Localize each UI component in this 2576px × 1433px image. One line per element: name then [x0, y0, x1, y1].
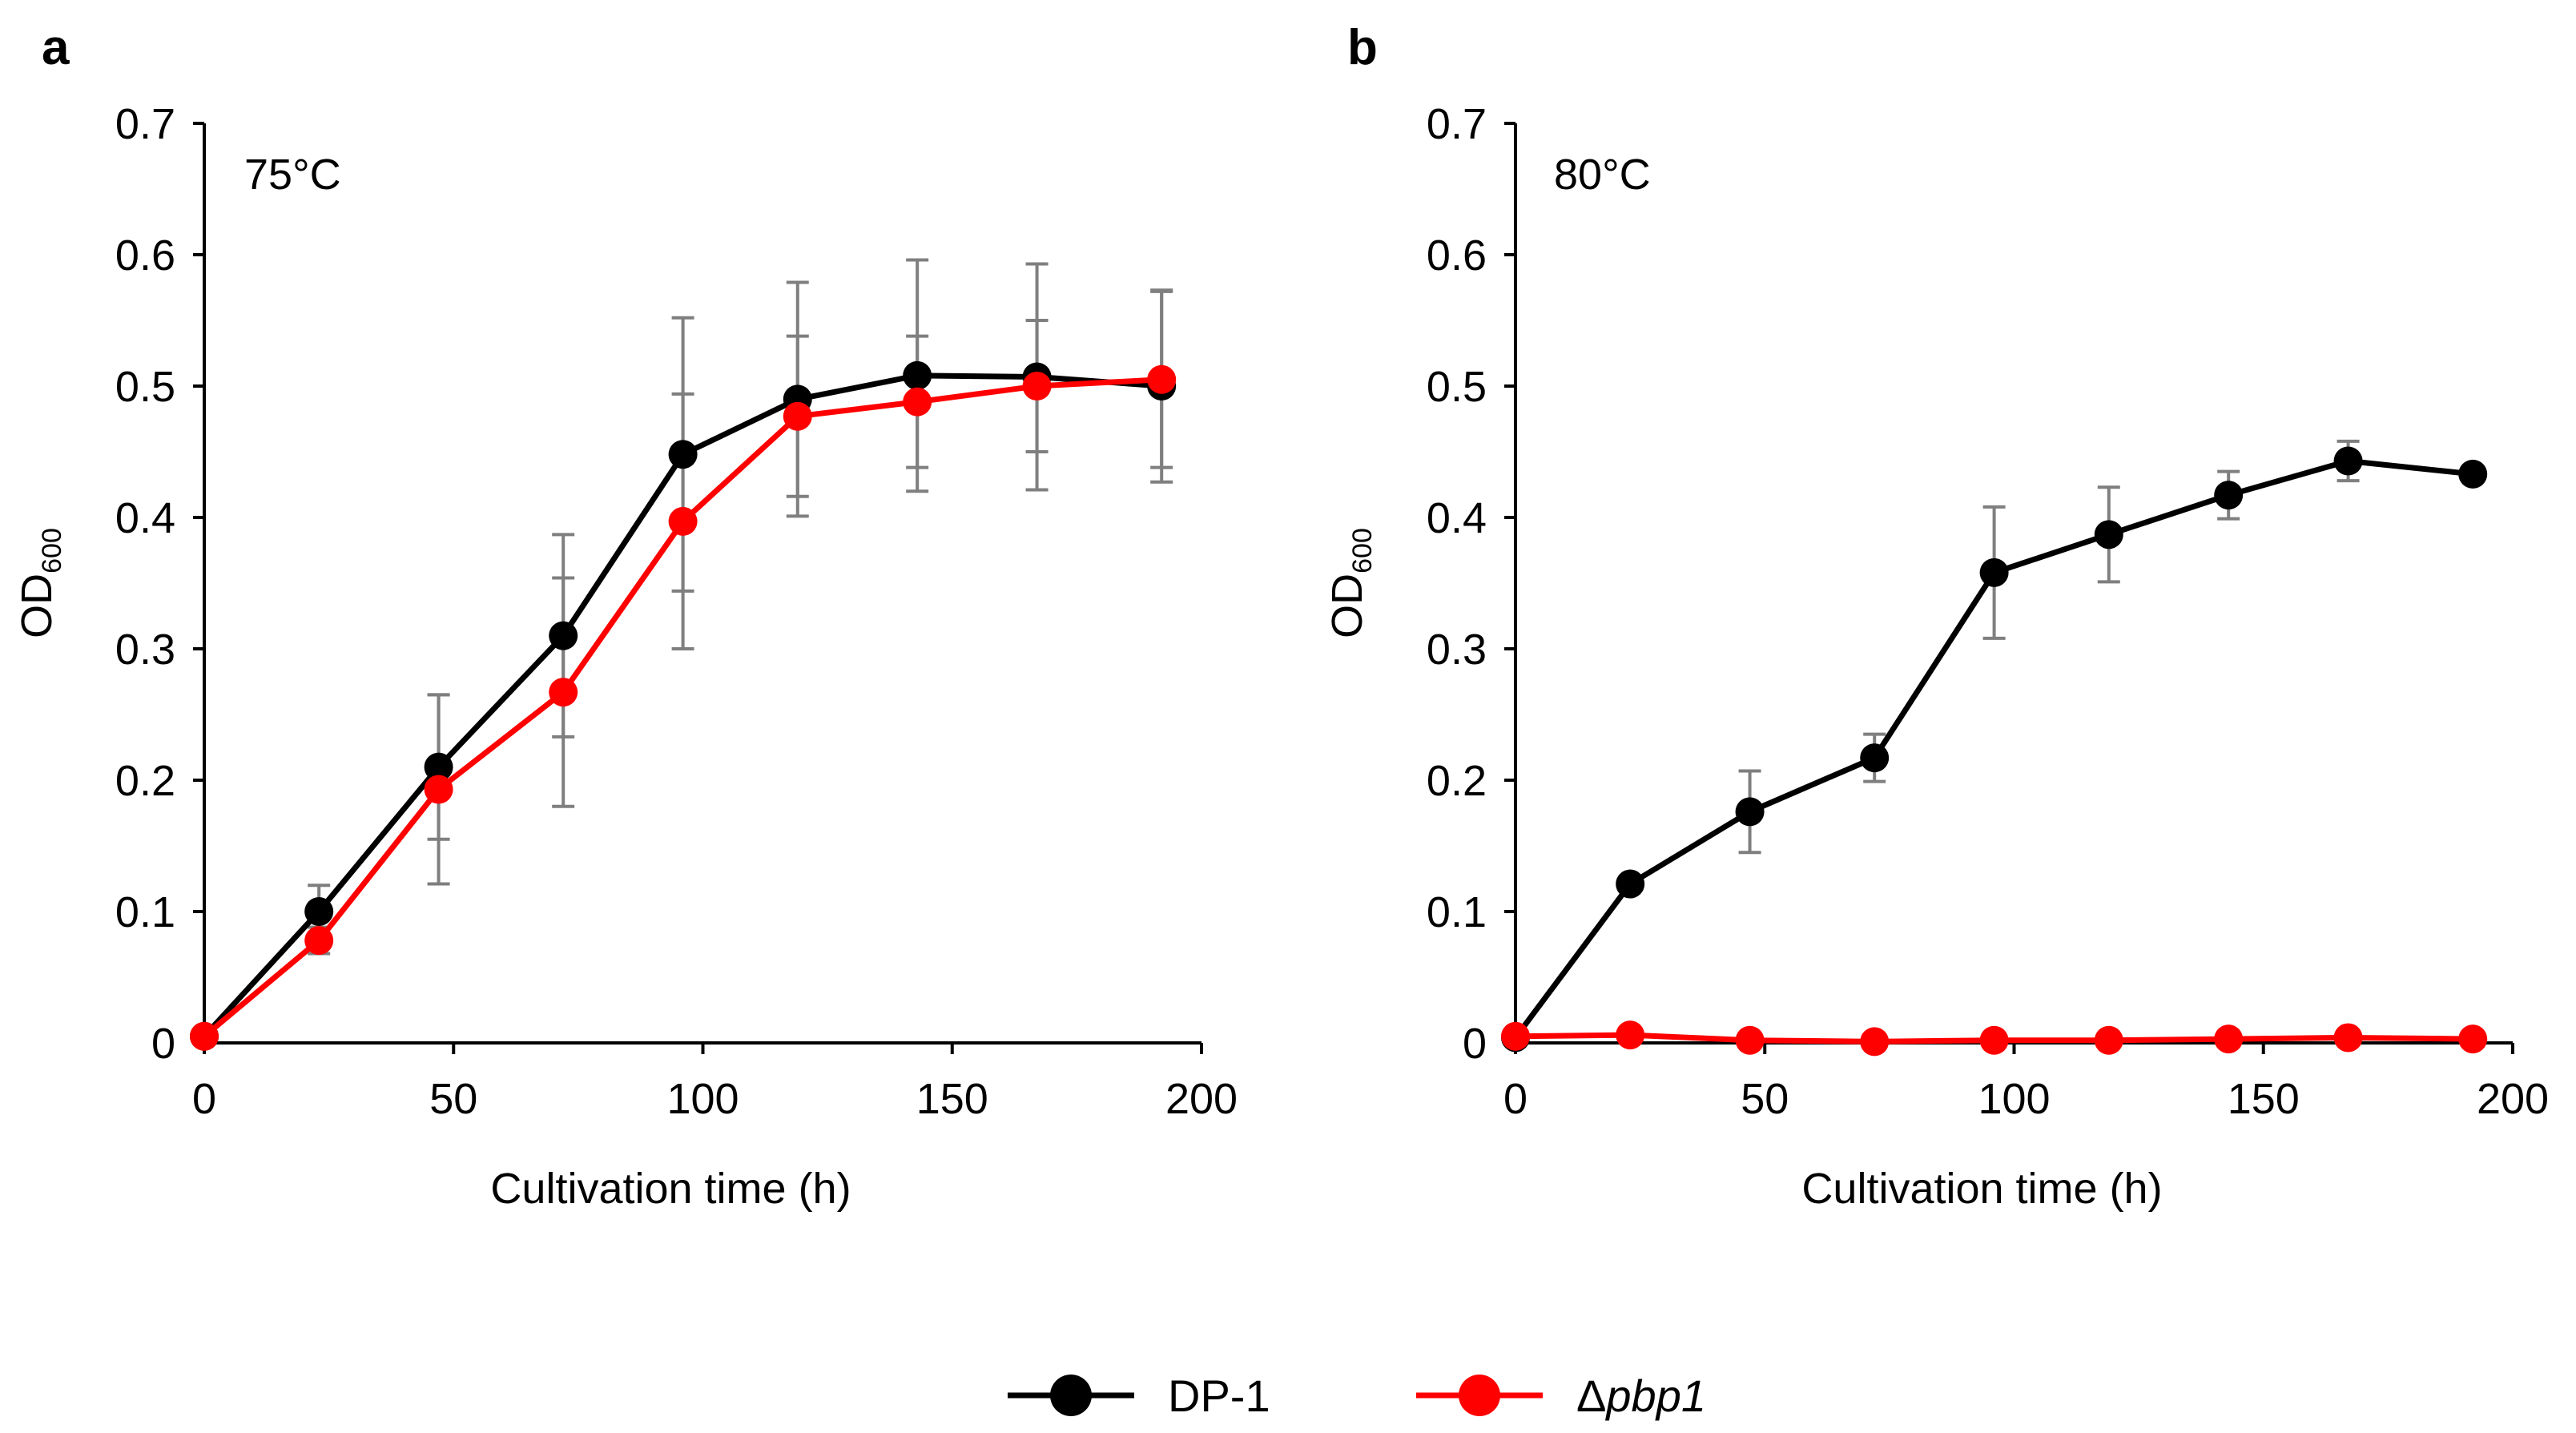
legend-label-dp1: DP-1 — [1168, 1371, 1270, 1421]
data-point-pbp1 — [1979, 1025, 2009, 1055]
data-point-dp1 — [903, 360, 932, 390]
y-tick-label: 0.2 — [1427, 757, 1487, 805]
data-point-pbp1 — [2094, 1025, 2123, 1055]
legend-label-pbp1: Δpbp1 — [1576, 1371, 1706, 1421]
x-tick-label: 100 — [1978, 1075, 2050, 1123]
data-point-pbp1 — [304, 926, 334, 956]
legend: DP-1 Δpbp1 — [1008, 1371, 1706, 1421]
y-axis-label-sub: 600 — [37, 528, 67, 574]
y-tick-label: 0.4 — [1427, 494, 1487, 542]
data-point-dp1 — [668, 440, 698, 469]
x-tick-label: 0 — [192, 1075, 216, 1123]
x-axis-label: Cultivation time (h) — [490, 1165, 851, 1213]
x-tick-label: 100 — [666, 1075, 739, 1123]
data-point-pbp1 — [190, 1021, 219, 1051]
data-point-dp1 — [1616, 869, 1645, 899]
data-point-pbp1 — [1147, 364, 1177, 394]
y-axis-label: OD600 — [13, 528, 67, 638]
y-tick-label: 0.4 — [115, 494, 175, 542]
y-tick-label: 0 — [1463, 1020, 1487, 1068]
y-axis-label: OD600 — [1323, 528, 1378, 638]
temperature-annotation: 75°C — [244, 151, 341, 199]
data-point-pbp1 — [1860, 1027, 1890, 1057]
y-axis-label-sub: 600 — [1347, 528, 1378, 574]
legend-marker-dp1 — [1050, 1375, 1092, 1416]
x-tick-label: 150 — [2228, 1075, 2300, 1123]
panel-a: a 0 0.1 0.2 0.3 0.4 0.5 0.6 0.7 0 50 100 150 200 Cult… — [13, 20, 1238, 1213]
y-axis-label-main: OD — [13, 574, 61, 638]
data-point-dp1 — [2458, 459, 2488, 489]
data-point-dp1 — [1860, 743, 1890, 773]
data-point-pbp1 — [1735, 1025, 1765, 1055]
y-tick-label: 0.5 — [115, 363, 175, 411]
data-point-pbp1 — [1022, 372, 1052, 401]
x-tick-label: 200 — [2477, 1075, 2549, 1123]
x-tick-label: 0 — [1503, 1075, 1527, 1123]
data-point-dp1 — [549, 621, 578, 650]
data-point-dp1 — [304, 897, 334, 926]
y-tick-label: 0 — [151, 1020, 175, 1068]
y-tick-label: 0.7 — [1427, 100, 1487, 148]
panel-b: b 0 0.1 0.2 0.3 0.4 0.5 0.6 0.7 0 50 100 150 200 Cult… — [1323, 20, 2549, 1213]
x-tick-label: 50 — [1741, 1075, 1789, 1123]
y-tick-label: 0.3 — [115, 626, 175, 674]
data-point-pbp1 — [1501, 1021, 1530, 1051]
data-point-dp1 — [1735, 797, 1765, 827]
data-point-pbp1 — [549, 678, 578, 707]
data-point-dp1 — [424, 752, 453, 782]
y-tick-label: 0.6 — [1427, 231, 1487, 280]
data-point-dp1 — [2333, 446, 2363, 476]
y-tick-label: 0.5 — [1427, 363, 1487, 411]
temperature-annotation: 80°C — [1554, 151, 1651, 199]
x-tick-label: 150 — [916, 1075, 988, 1123]
y-tick-label: 0.2 — [115, 757, 175, 805]
panel-label-a: a — [42, 20, 70, 75]
data-point-pbp1 — [1616, 1020, 1645, 1050]
x-tick-label: 50 — [429, 1075, 477, 1123]
y-tick-label: 0.1 — [1427, 888, 1487, 936]
panel-label-b: b — [1347, 20, 1378, 75]
x-axis-label: Cultivation time (h) — [1801, 1165, 2162, 1213]
legend-label-pbp1-prefix: Δ — [1576, 1371, 1606, 1421]
x-tick-label: 200 — [1165, 1075, 1238, 1123]
data-point-pbp1 — [424, 775, 453, 804]
data-point-pbp1 — [2333, 1023, 2363, 1053]
data-point-pbp1 — [668, 506, 698, 536]
data-point-dp1 — [2214, 481, 2244, 510]
y-tick-label: 0.1 — [115, 888, 175, 936]
legend-marker-pbp1 — [1459, 1375, 1500, 1416]
y-tick-label: 0.3 — [1427, 626, 1487, 674]
data-point-pbp1 — [2458, 1024, 2488, 1054]
y-tick-label: 0.6 — [115, 231, 175, 280]
data-point-dp1 — [2094, 520, 2123, 549]
data-point-pbp1 — [2214, 1024, 2244, 1054]
legend-label-pbp1-name: pbp1 — [1604, 1371, 1706, 1421]
y-tick-label: 0.7 — [115, 100, 175, 148]
data-point-pbp1 — [783, 401, 812, 431]
y-axis-label-main: OD — [1323, 574, 1371, 638]
data-point-pbp1 — [903, 387, 932, 417]
data-point-dp1 — [1979, 558, 2009, 587]
